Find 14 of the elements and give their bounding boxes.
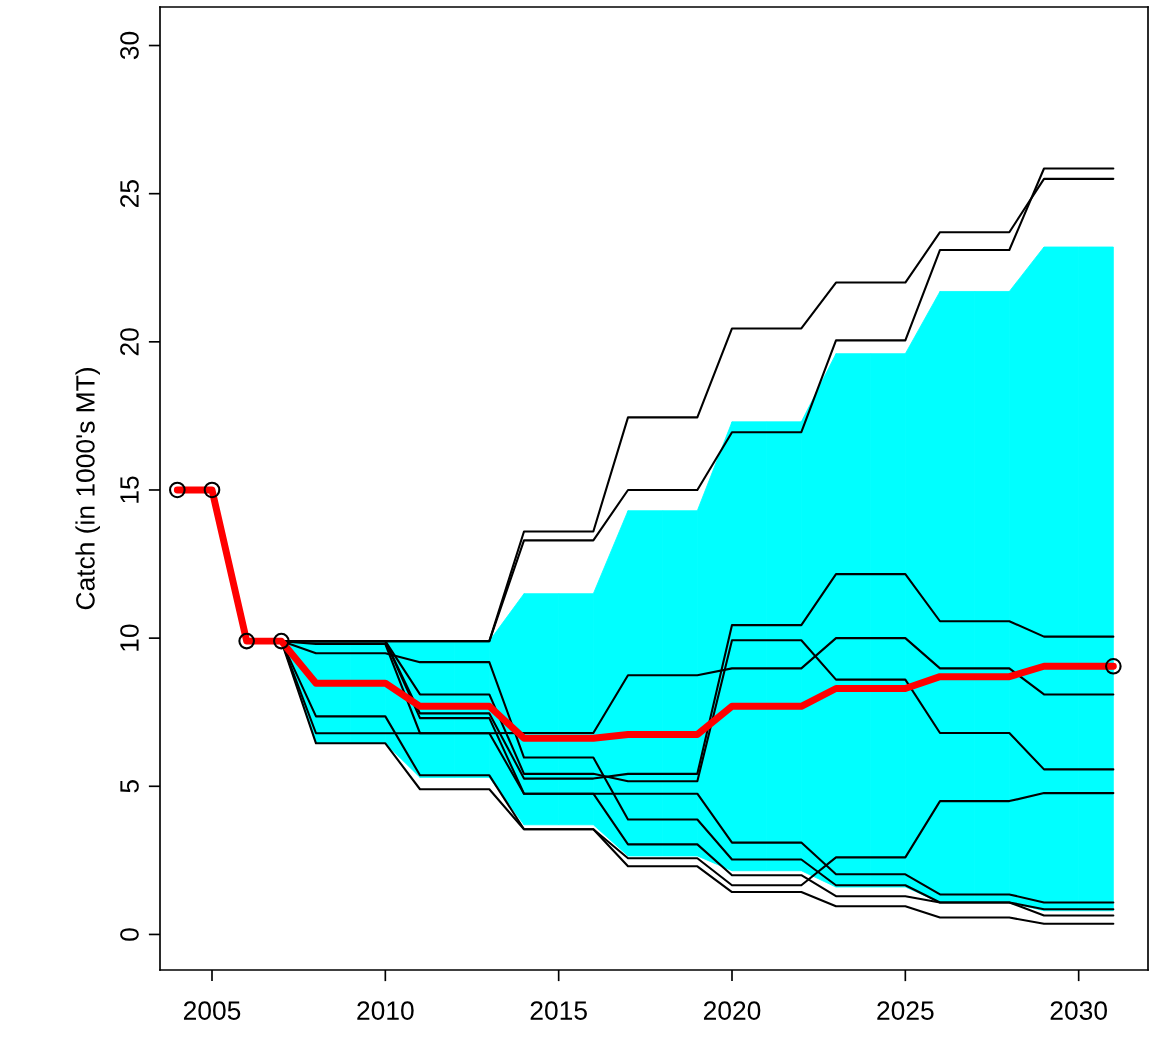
y-tick-label: 30 — [120, 31, 139, 60]
y-tick-label: 0 — [120, 928, 139, 941]
x-tick-label: 2025 — [877, 1001, 934, 1020]
y-axis-title: Catch (in 1000's MT) — [75, 368, 100, 610]
y-tick-label: 15 — [120, 476, 139, 503]
x-tick-label: 2005 — [183, 1001, 241, 1020]
y-tick-label: 10 — [120, 624, 139, 651]
y-tick-label: 5 — [120, 780, 139, 793]
y-tick-label: 25 — [120, 180, 139, 208]
y-tick-label: 20 — [120, 328, 139, 356]
x-tick-label: 2030 — [1050, 1001, 1107, 1020]
x-tick-label: 2010 — [357, 1001, 414, 1020]
x-tick-label: 2015 — [530, 1001, 587, 1020]
x-tick-label: 2020 — [703, 1001, 761, 1020]
